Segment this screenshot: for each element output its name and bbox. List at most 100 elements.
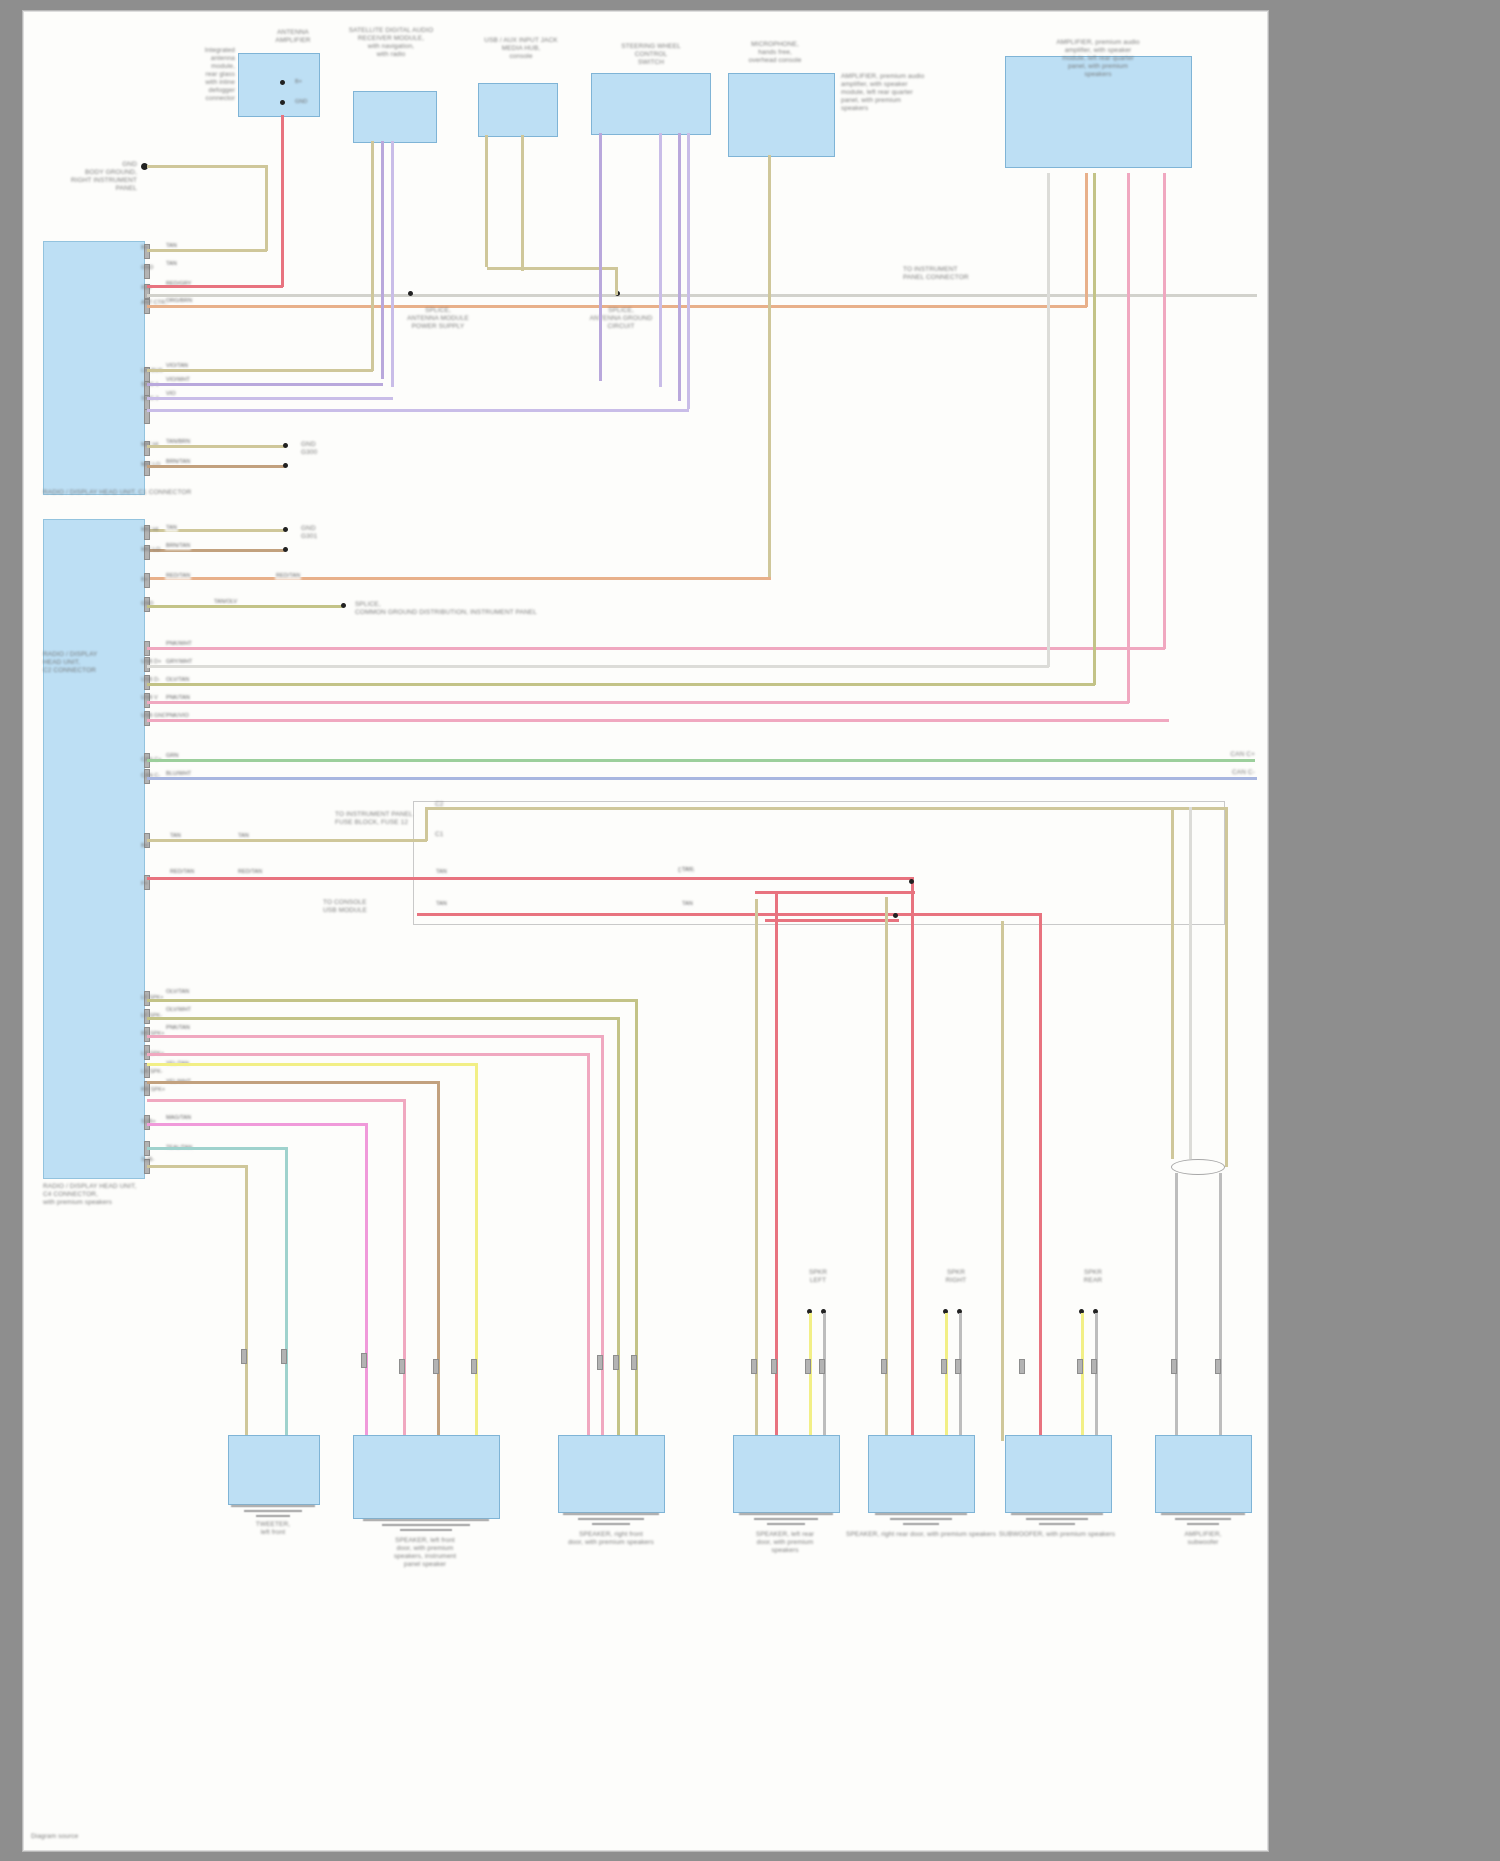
wire-amp-v4 — [1171, 807, 1174, 1159]
annotation-a4: GND G300 — [301, 441, 318, 456]
wire-tan-to-c1 — [147, 249, 267, 252]
tweeter-dot-1b — [821, 1309, 826, 1314]
wire-tan-gnd-v — [245, 1165, 248, 1439]
wire-pink-2 — [147, 701, 1129, 704]
ground-symbol-b4 — [739, 1513, 833, 1525]
c4-pin-1-name: LF SPK+ — [141, 995, 164, 1001]
pin-tick — [144, 1027, 150, 1042]
bottom-pin — [955, 1359, 961, 1374]
c3-wire-1b: TAN — [237, 833, 250, 840]
module-sdars-receiver[interactable] — [353, 91, 437, 143]
wire-tan-c3-right — [1225, 807, 1228, 1167]
connector-c2-block[interactable] — [43, 519, 145, 1179]
amplifier-connector-note: TO INSTRUMENT PANEL CONNECTOR — [903, 266, 969, 281]
wire-tan-c3 — [147, 839, 427, 842]
wire-sub-v2 — [1219, 1173, 1222, 1439]
gnd-dot-2b — [283, 547, 288, 552]
component-speaker-lf[interactable] — [353, 1435, 500, 1519]
wire-amp-v3 — [755, 899, 758, 1439]
c2-pin-11-name: CAN C- — [141, 773, 161, 779]
red-splice-2 — [893, 913, 898, 918]
c1-wire-5: ORG/BRN — [165, 298, 194, 305]
annotation-a9: TO CONSOLE USB MODULE — [323, 899, 367, 914]
module-microphone[interactable] — [728, 73, 835, 157]
c4-wire-2: OLV/WHT — [165, 1007, 193, 1014]
wire-sdars-h2 — [147, 383, 383, 386]
component-tweeter-left-label: TWEETER, left front — [255, 1521, 291, 1536]
annotation-a2: SPLICE, ANTENNA MODULE POWER SUPPLY — [407, 307, 469, 330]
component-speaker-lr[interactable] — [733, 1435, 840, 1513]
c2-pin-1-name: MIC HI — [141, 527, 159, 533]
annotation-a5: GND G301 — [301, 525, 318, 540]
wire-olive-1 — [147, 683, 1095, 686]
wire-ltgrey-up — [1047, 173, 1050, 667]
c2-pin-8-name: USB GND — [141, 713, 167, 719]
wire-orange-up — [1085, 173, 1088, 307]
wire-usb-h — [487, 267, 617, 270]
wire-tan-c3-join — [425, 807, 428, 841]
ground-symbol-b1 — [231, 1505, 315, 1517]
module-usb-hub[interactable] — [478, 83, 558, 137]
c2-pin-7-name: USB V — [141, 695, 158, 701]
wire-red-branch2 — [1039, 913, 1042, 1437]
wire-olive-sp2 — [147, 1017, 619, 1020]
bottom-pin — [819, 1359, 825, 1374]
ground-splice-a1 — [141, 163, 148, 170]
component-subwoofer-label: SUBWOOFER, with premium speakers — [998, 1531, 1116, 1538]
wire-swc-4 — [687, 133, 690, 409]
wire-red-branch1 — [911, 877, 914, 1437]
wire-usb-2 — [521, 135, 524, 271]
c2-wire-9: PNK/VIO — [165, 713, 190, 720]
module-antenna-amplifier[interactable] — [238, 53, 320, 117]
ground-symbol-b3 — [563, 1513, 659, 1525]
bottom-pin — [361, 1353, 367, 1368]
annotation-a6: SPLICE, COMMON GROUND DISTRIBUTION, INST… — [355, 601, 537, 616]
antenna-module-note: Integrated antenna module, rear glass wi… — [204, 47, 235, 102]
c1-wire-6: VIO/TAN — [165, 363, 189, 370]
bottom-pin — [399, 1359, 405, 1374]
wire-c1-mic-lo — [147, 465, 285, 468]
c4-wire-1: OLV/TAN — [165, 989, 191, 996]
can-lo-label: CAN C- — [1232, 769, 1255, 776]
wire-grey-c3-right — [1189, 807, 1192, 1159]
wire-tweeter-1b — [823, 1313, 826, 1439]
c1-pin-4-name: ANT CTRL — [141, 300, 169, 306]
wire-red-to-752 — [765, 919, 899, 922]
module-amplifier[interactable] — [1005, 56, 1192, 168]
annotation-a7: TO INSTRUMENT PANEL FUSE BLOCK, FUSE 12 — [335, 811, 413, 826]
wire-c2-mic-lo — [147, 549, 285, 552]
wire-pink-sp2 — [147, 1053, 589, 1056]
wire-red-c3 — [147, 877, 913, 880]
wire-sdars-3 — [391, 141, 394, 387]
c1-wire-1: TAN — [165, 243, 178, 250]
c3-wire-5: TAN — [681, 867, 694, 874]
c1-wire-2: TAN — [165, 261, 178, 268]
wire-c1-mic-hi — [147, 445, 285, 448]
component-sub-amplifier[interactable] — [1155, 1435, 1252, 1513]
wire-teal-sub-v — [285, 1147, 288, 1439]
component-speaker-rf[interactable] — [558, 1435, 665, 1513]
wire-sdars-1 — [371, 141, 374, 371]
component-speaker-lf-label: SPEAKER, left front door, with premium s… — [393, 1537, 457, 1568]
annotation-a3: SPLICE, ANTENNA GROUND CIRCUIT — [589, 307, 653, 330]
component-speaker-rr[interactable] — [868, 1435, 975, 1513]
wire-pink-sp2-v — [587, 1053, 590, 1439]
component-speaker-lr-label: SPEAKER, left rear door, with premium sp… — [755, 1531, 815, 1554]
c4-pin-3-name: RF SPK+ — [141, 1031, 165, 1037]
bottom-pin — [433, 1359, 439, 1374]
wire-sub-v1 — [1175, 1173, 1178, 1439]
component-subwoofer[interactable] — [1005, 1435, 1112, 1513]
wire-swc-1 — [599, 133, 602, 381]
gnd-dot-2a — [283, 527, 288, 532]
component-tweeter-left[interactable] — [228, 1435, 320, 1505]
c4-pin-2-name: LF SPK- — [141, 1013, 163, 1019]
module-microphone-label: MICROPHONE, hands free, overhead console — [748, 41, 802, 64]
module-swc-switch[interactable] — [591, 73, 711, 135]
connector-c1-block[interactable] — [43, 241, 145, 495]
component-speaker-rf-label: SPEAKER, right front door, with premium … — [568, 1531, 654, 1546]
gnd-dot-g300 — [283, 443, 288, 448]
pin-tick — [144, 711, 150, 726]
tweeter-dot-2a — [943, 1309, 948, 1314]
tweeter-dot-1a — [807, 1309, 812, 1314]
